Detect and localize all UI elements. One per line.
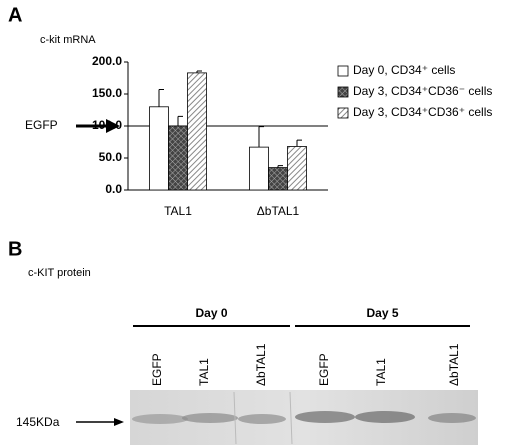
- lane-label: ΔbTAL1: [254, 343, 268, 386]
- bar: [249, 146, 269, 191]
- legend-label: Day 3, CD34⁺CD36⁺ cells: [353, 105, 492, 119]
- y-tick-label: 0.0: [105, 182, 122, 196]
- panel-title: c-KIT protein: [28, 267, 91, 279]
- bar: [168, 125, 188, 191]
- y-tick-label: 200.0: [92, 54, 122, 68]
- lane-label: ΔbTAL1: [447, 343, 461, 386]
- reference-label: EGFP: [25, 118, 58, 132]
- error-bar: [196, 70, 202, 73]
- legend-swatch: [337, 86, 349, 98]
- lane-label: TAL1: [197, 358, 211, 386]
- legend-swatch: [337, 65, 349, 77]
- lane-label: EGFP: [317, 353, 331, 386]
- bar: [149, 106, 169, 191]
- group-label: Day 5: [366, 306, 398, 320]
- blot-image: [130, 390, 478, 445]
- y-tick-label: 50.0: [99, 150, 123, 164]
- error-bar: [158, 89, 164, 107]
- group-label: Day 0: [195, 306, 227, 320]
- reference-arrow-head: [106, 119, 120, 133]
- size-marker-label: 145KDa: [16, 415, 60, 429]
- bar: [268, 167, 288, 191]
- y-tick-label: 150.0: [92, 86, 122, 100]
- x-tick-label: ΔbTAL1: [257, 204, 300, 218]
- error-bar: [296, 139, 302, 147]
- panel-letter: B: [8, 238, 22, 260]
- legend-swatch: [337, 107, 349, 119]
- lane-label: TAL1: [374, 358, 388, 386]
- error-bar: [277, 165, 283, 168]
- x-tick-label: TAL1: [164, 204, 192, 218]
- error-bar: [177, 115, 183, 126]
- panel-letter: A: [8, 4, 22, 26]
- bar: [287, 146, 307, 191]
- size-marker-arrow: [76, 418, 124, 426]
- lane-label: EGFP: [150, 353, 164, 386]
- legend-label: Day 0, CD34⁺ cells: [353, 63, 455, 77]
- y-axis-title: c-kit mRNA: [40, 34, 96, 46]
- error-bar: [258, 126, 264, 148]
- bar: [187, 72, 207, 191]
- legend-label: Day 3, CD34⁺CD36⁻ cells: [353, 84, 492, 98]
